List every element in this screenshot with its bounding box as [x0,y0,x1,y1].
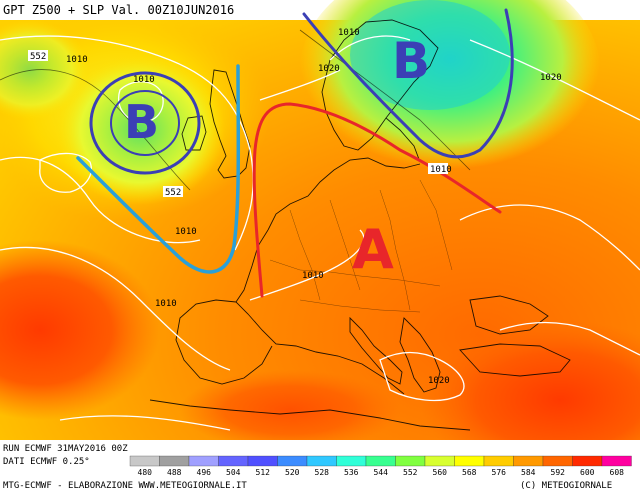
contour-label: 1010 [338,28,360,38]
legend-tick-label: 608 [610,468,625,477]
legend-tick-label: 528 [315,468,330,477]
legend-swatch [247,455,278,467]
legend-swatch [188,455,219,467]
contour-label: 1010 [133,75,155,85]
legend-swatch [454,455,485,467]
legend-swatch [542,455,573,467]
legend-tick-label: 512 [256,468,271,477]
legend-swatch [129,455,160,467]
contour-labels: 552 1010 1010 1020 1010 552 1010 1010 10… [28,28,562,386]
high-pressure-label: A [352,218,394,281]
contour-label: 1010 [175,227,197,237]
low-circle [89,71,201,175]
legend-tick-label: 560 [433,468,448,477]
contour-label: 1010 [66,55,88,65]
legend-tick-label: 552 [403,468,418,477]
legend-swatch [513,455,544,467]
legend-tick-label: 544 [374,468,389,477]
borders [269,179,453,313]
color-legend: 480 488 496 504 512 520 528 536 544 552 560 568 576 5… [129,455,632,477]
coastlines [149,19,571,431]
legend-swatch [306,455,337,467]
contour-label: 1020 [318,64,340,74]
data-info: DATI ECMWF 0.25° [3,457,90,467]
low-pressure-label-west: B [124,95,159,149]
legend-tick-label: 520 [285,468,300,477]
isobars [0,35,640,431]
legend-tick-label: 504 [226,468,241,477]
legend-swatch [365,455,396,467]
legend-tick-label: 496 [197,468,212,477]
title-bar: GPT Z500 + SLP Val. 00Z10JUN2016 [0,0,272,20]
legend-tick-label: 536 [344,468,359,477]
run-info: RUN ECMWF 31MAY2016 00Z [3,444,128,454]
legend-tick-label: 600 [580,468,595,477]
contour-label: 1010 [302,271,324,281]
trough-line [76,64,241,274]
legend-swatch [218,455,249,467]
z500-contours [0,29,471,191]
contour-label: 552 [165,188,181,198]
legend-swatch [277,455,308,467]
legend-swatch [395,455,426,467]
legend-tick-label: 480 [138,468,153,477]
credits: MTG-ECMWF - ELABORAZIONE WWW.METEOGIORNA… [3,481,247,491]
footer: RUN ECMWF 31MAY2016 00Z DATI ECMWF 0.25°… [0,440,640,493]
legend-tick-label: 584 [521,468,536,477]
legend-swatch [601,455,632,467]
north-low-trough [302,8,514,159]
legend-tick-label: 576 [492,468,507,477]
contour-label: 1020 [428,376,450,386]
contour-label: 1020 [540,73,562,83]
map-title: GPT Z500 + SLP Val. 00Z10JUN2016 [3,3,234,17]
geopotential-field [0,0,640,480]
legend-tick-label: 568 [462,468,477,477]
copyright: (C) METEOGIORNALE [520,481,612,491]
contour-label: 1010 [155,299,177,309]
contour-label: 1010 [430,165,452,175]
legend-swatch [424,455,455,467]
legend-swatch [336,455,367,467]
legend-swatch [159,455,190,467]
legend-tick-label: 592 [551,468,566,477]
legend-swatch [483,455,514,467]
contour-label: 552 [30,52,46,62]
legend-tick-label: 488 [167,468,182,477]
legend-swatch [572,455,603,467]
low-pressure-label-north: B [392,32,430,90]
